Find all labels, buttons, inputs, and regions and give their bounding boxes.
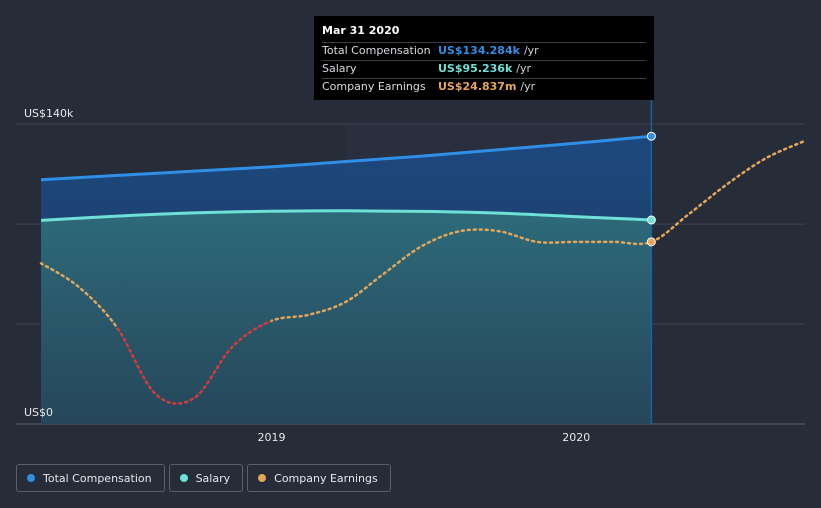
tooltip-row-salary: Salary US$95.236k/yr xyxy=(322,60,646,78)
legend: Total Compensation Salary Company Earnin… xyxy=(16,464,391,492)
x-tick-label-2019: 2019 xyxy=(257,431,285,444)
y-tick-label-bottom: US$0 xyxy=(24,406,53,419)
salary-marker xyxy=(646,215,656,225)
tooltip-value: US$134.284k/yr xyxy=(438,44,539,57)
tooltip-date: Mar 31 2020 xyxy=(322,24,400,37)
y-tick-label-top: US$140k xyxy=(24,107,74,120)
total-compensation-marker xyxy=(646,131,656,141)
legend-label: Company Earnings xyxy=(274,471,378,485)
total-compensation-line xyxy=(40,134,652,182)
tooltip-row-total-compensation: Total Compensation US$134.284k/yr xyxy=(322,42,646,60)
salary-area xyxy=(41,210,652,424)
legend-item-salary[interactable]: Salary xyxy=(168,464,244,492)
tooltip-value: US$24.837m/yr xyxy=(438,80,536,93)
tooltip-row-company-earnings: Company Earnings US$24.837m/yr xyxy=(322,78,646,96)
series-areas xyxy=(41,136,652,424)
x-tick-label-2020: 2020 xyxy=(562,431,590,444)
tooltip-label: Total Compensation xyxy=(322,44,431,57)
legend-item-total-compensation[interactable]: Total Compensation xyxy=(16,464,165,492)
legend-dot-icon xyxy=(27,474,35,482)
series-lines xyxy=(39,134,806,405)
legend-dot-icon xyxy=(258,474,267,482)
salary-line xyxy=(40,209,652,222)
legend-label: Total Compensation xyxy=(43,471,152,485)
hover-markers xyxy=(646,131,656,247)
tooltip-label: Salary xyxy=(322,62,357,75)
legend-item-company-earnings[interactable]: Company Earnings xyxy=(247,464,391,492)
company-earnings-marker xyxy=(646,237,656,247)
tooltip: Mar 31 2020 Total Compensation US$134.28… xyxy=(314,16,654,100)
legend-label: Salary xyxy=(195,471,231,485)
company-earnings-line-negative xyxy=(117,319,271,405)
tooltip-label: Company Earnings xyxy=(322,80,426,93)
legend-dot-icon xyxy=(179,474,188,482)
tooltip-value: US$95.236k/yr xyxy=(438,62,532,75)
